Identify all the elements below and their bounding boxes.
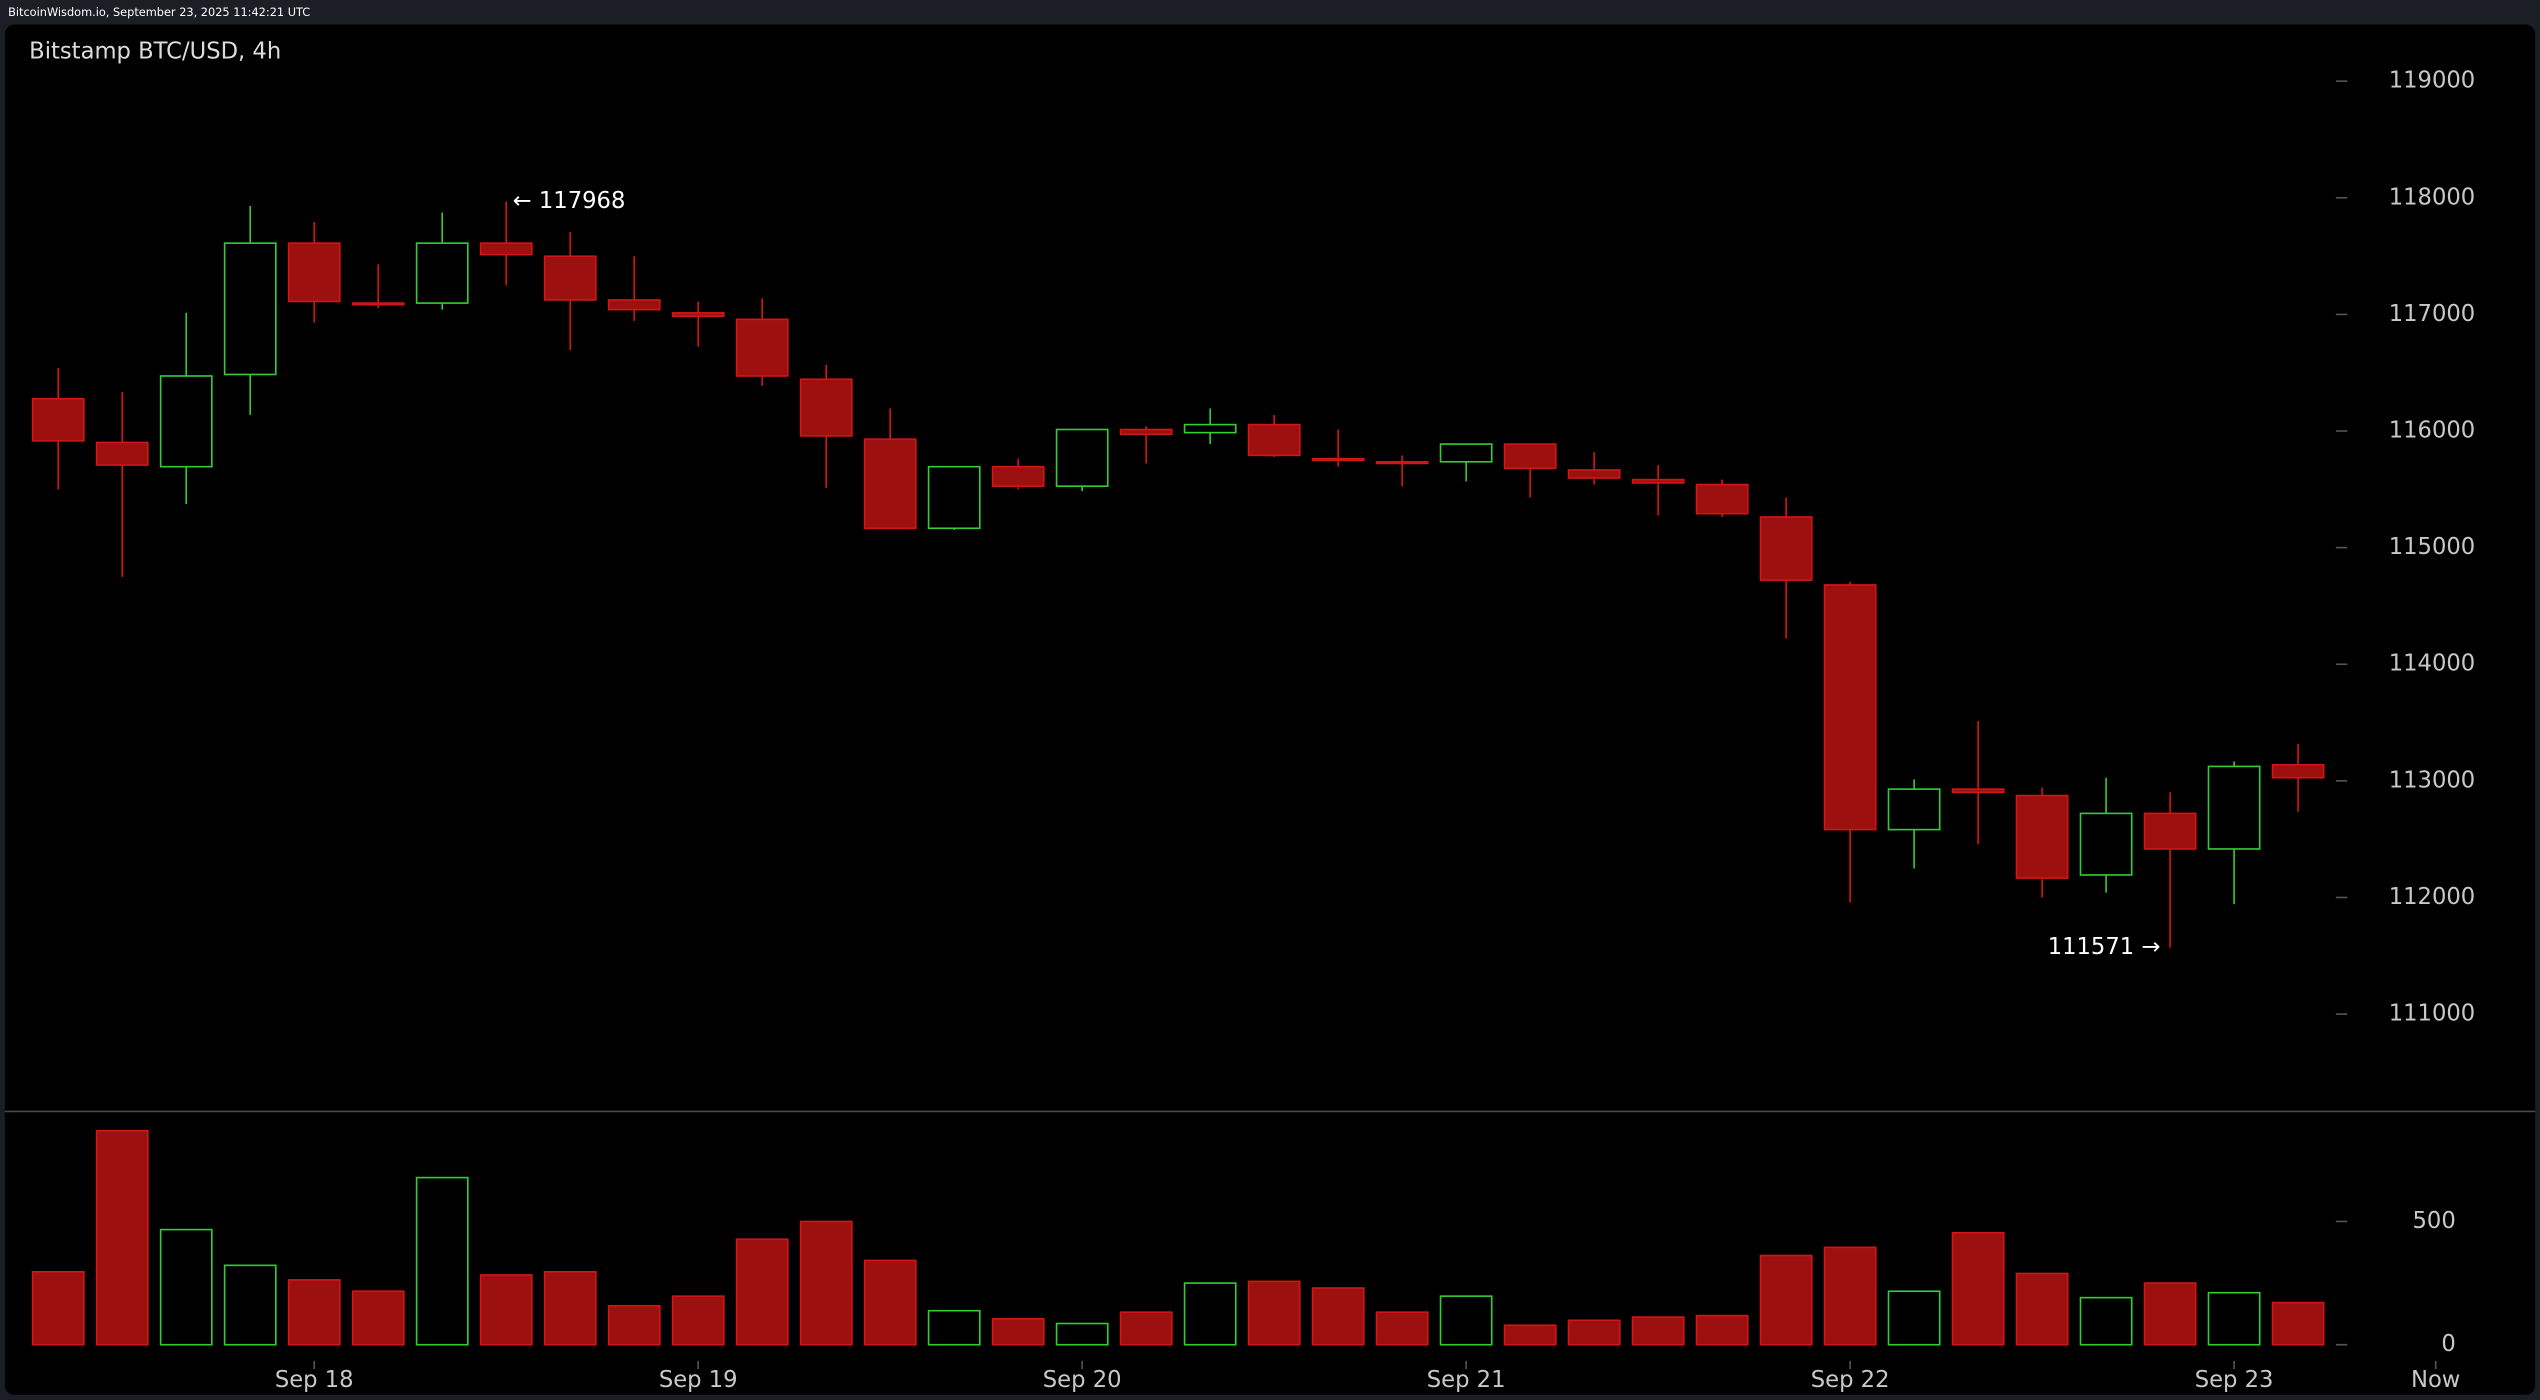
- volume-tick-label: 500: [2413, 1208, 2456, 1234]
- candle-body: [351, 302, 405, 306]
- candle-body: [1247, 423, 1301, 457]
- candle-body: [223, 242, 277, 376]
- price-annotation: 111571 →: [2048, 934, 2161, 960]
- volume-bar: [95, 1129, 149, 1346]
- candle-body: [1695, 483, 1749, 515]
- candle-body: [1823, 584, 1877, 831]
- candle-body: [1759, 516, 1813, 581]
- y-tick-label: 117000: [2389, 301, 2476, 327]
- y-tick-label: 116000: [2389, 418, 2476, 444]
- volume-bar: [1631, 1316, 1685, 1346]
- volume-bar: [2015, 1272, 2069, 1346]
- candle-body: [991, 465, 1045, 487]
- candle-body: [1055, 428, 1109, 487]
- candle-body: [95, 441, 149, 466]
- volume-bar: [1183, 1282, 1237, 1346]
- volume-bar: [1503, 1324, 1557, 1346]
- volume-bar: [1247, 1280, 1301, 1346]
- candle-body: [287, 242, 341, 303]
- volume-bar: [1055, 1322, 1109, 1346]
- volume-bar: [991, 1318, 1045, 1346]
- y-tick-label: 114000: [2389, 651, 2476, 677]
- candle-body: [543, 255, 597, 301]
- volume-bar: [1119, 1311, 1173, 1346]
- price-annotation: ← 117968: [513, 188, 626, 214]
- y-tick-label: 113000: [2389, 767, 2476, 793]
- x-tick-label: Sep 21: [1427, 1367, 1506, 1393]
- candle-body: [1183, 423, 1237, 434]
- candle-body: [1567, 469, 1621, 479]
- candle-body: [2271, 763, 2325, 779]
- candle-body: [1887, 788, 1941, 831]
- volume-bar: [415, 1176, 469, 1346]
- candle-body: [1951, 788, 2005, 794]
- volume-bar: [863, 1259, 917, 1346]
- volume-bar: [1311, 1287, 1365, 1346]
- y-tick-label: 118000: [2389, 184, 2476, 210]
- volume-bar: [1567, 1319, 1621, 1346]
- candle-body: [31, 397, 85, 442]
- volume-bar: [543, 1270, 597, 1346]
- volume-bar: [2079, 1296, 2133, 1346]
- volume-bar: [735, 1238, 789, 1346]
- panel: [4, 24, 2536, 1395]
- candle-body: [479, 242, 533, 256]
- volume-bar: [479, 1274, 533, 1346]
- volume-bar: [1759, 1254, 1813, 1346]
- y-tick-label: 115000: [2389, 534, 2476, 560]
- x-tick-label: Sep 23: [2195, 1367, 2274, 1393]
- volume-bar: [31, 1270, 85, 1346]
- candle-body: [2015, 794, 2069, 879]
- volume-bar: [671, 1295, 725, 1346]
- candle-body: [1375, 460, 1429, 465]
- candle-body: [927, 465, 981, 530]
- x-tick-label: Sep 20: [1043, 1367, 1122, 1393]
- volume-bar: [799, 1220, 853, 1346]
- volume-bar: [1823, 1246, 1877, 1346]
- candle-body: [799, 378, 853, 437]
- candle-body: [2079, 812, 2133, 876]
- x-tick-label: Now: [2411, 1367, 2460, 1393]
- volume-bar: [287, 1279, 341, 1346]
- volume-bar: [2207, 1291, 2261, 1346]
- volume-bar: [1951, 1231, 2005, 1346]
- candle-body: [1503, 443, 1557, 470]
- candle-body: [1631, 478, 1685, 484]
- candle-body: [159, 375, 213, 468]
- candle-body: [1439, 443, 1493, 463]
- volume-bar: [1887, 1290, 1941, 1346]
- header: BitcoinWisdom.io, September 23, 2025 11:…: [8, 5, 310, 19]
- x-tick-label: Sep 18: [275, 1367, 354, 1393]
- candle-body: [2143, 812, 2197, 850]
- y-tick-label: 112000: [2389, 884, 2476, 910]
- chart-title: Bitstamp BTC/USD, 4h: [29, 39, 281, 65]
- volume-bar: [351, 1290, 405, 1346]
- volume-bar: [2271, 1301, 2325, 1346]
- y-tick-label: 119000: [2389, 68, 2476, 94]
- candle-body: [2207, 765, 2261, 850]
- volume-bar: [1439, 1295, 1493, 1346]
- volume-bar: [607, 1304, 661, 1346]
- volume-bar: [1695, 1314, 1749, 1346]
- volume-tick-label: 0: [2441, 1331, 2455, 1357]
- y-tick-label: 111000: [2389, 1001, 2476, 1027]
- x-tick-label: Sep 22: [1811, 1367, 1890, 1393]
- volume-bar: [927, 1309, 981, 1346]
- volume-bar: [159, 1228, 213, 1346]
- candle-body: [735, 318, 789, 377]
- x-tick-label: Sep 19: [659, 1367, 738, 1393]
- volume-bar: [223, 1264, 277, 1346]
- candle-body: [1311, 457, 1365, 462]
- candle-body: [863, 438, 917, 530]
- candle-body: [1119, 428, 1173, 436]
- volume-bar: [1375, 1311, 1429, 1346]
- volume-bar: [2143, 1282, 2197, 1346]
- candle-body: [671, 312, 725, 317]
- candle-body: [415, 242, 469, 304]
- candle-body: [607, 299, 661, 311]
